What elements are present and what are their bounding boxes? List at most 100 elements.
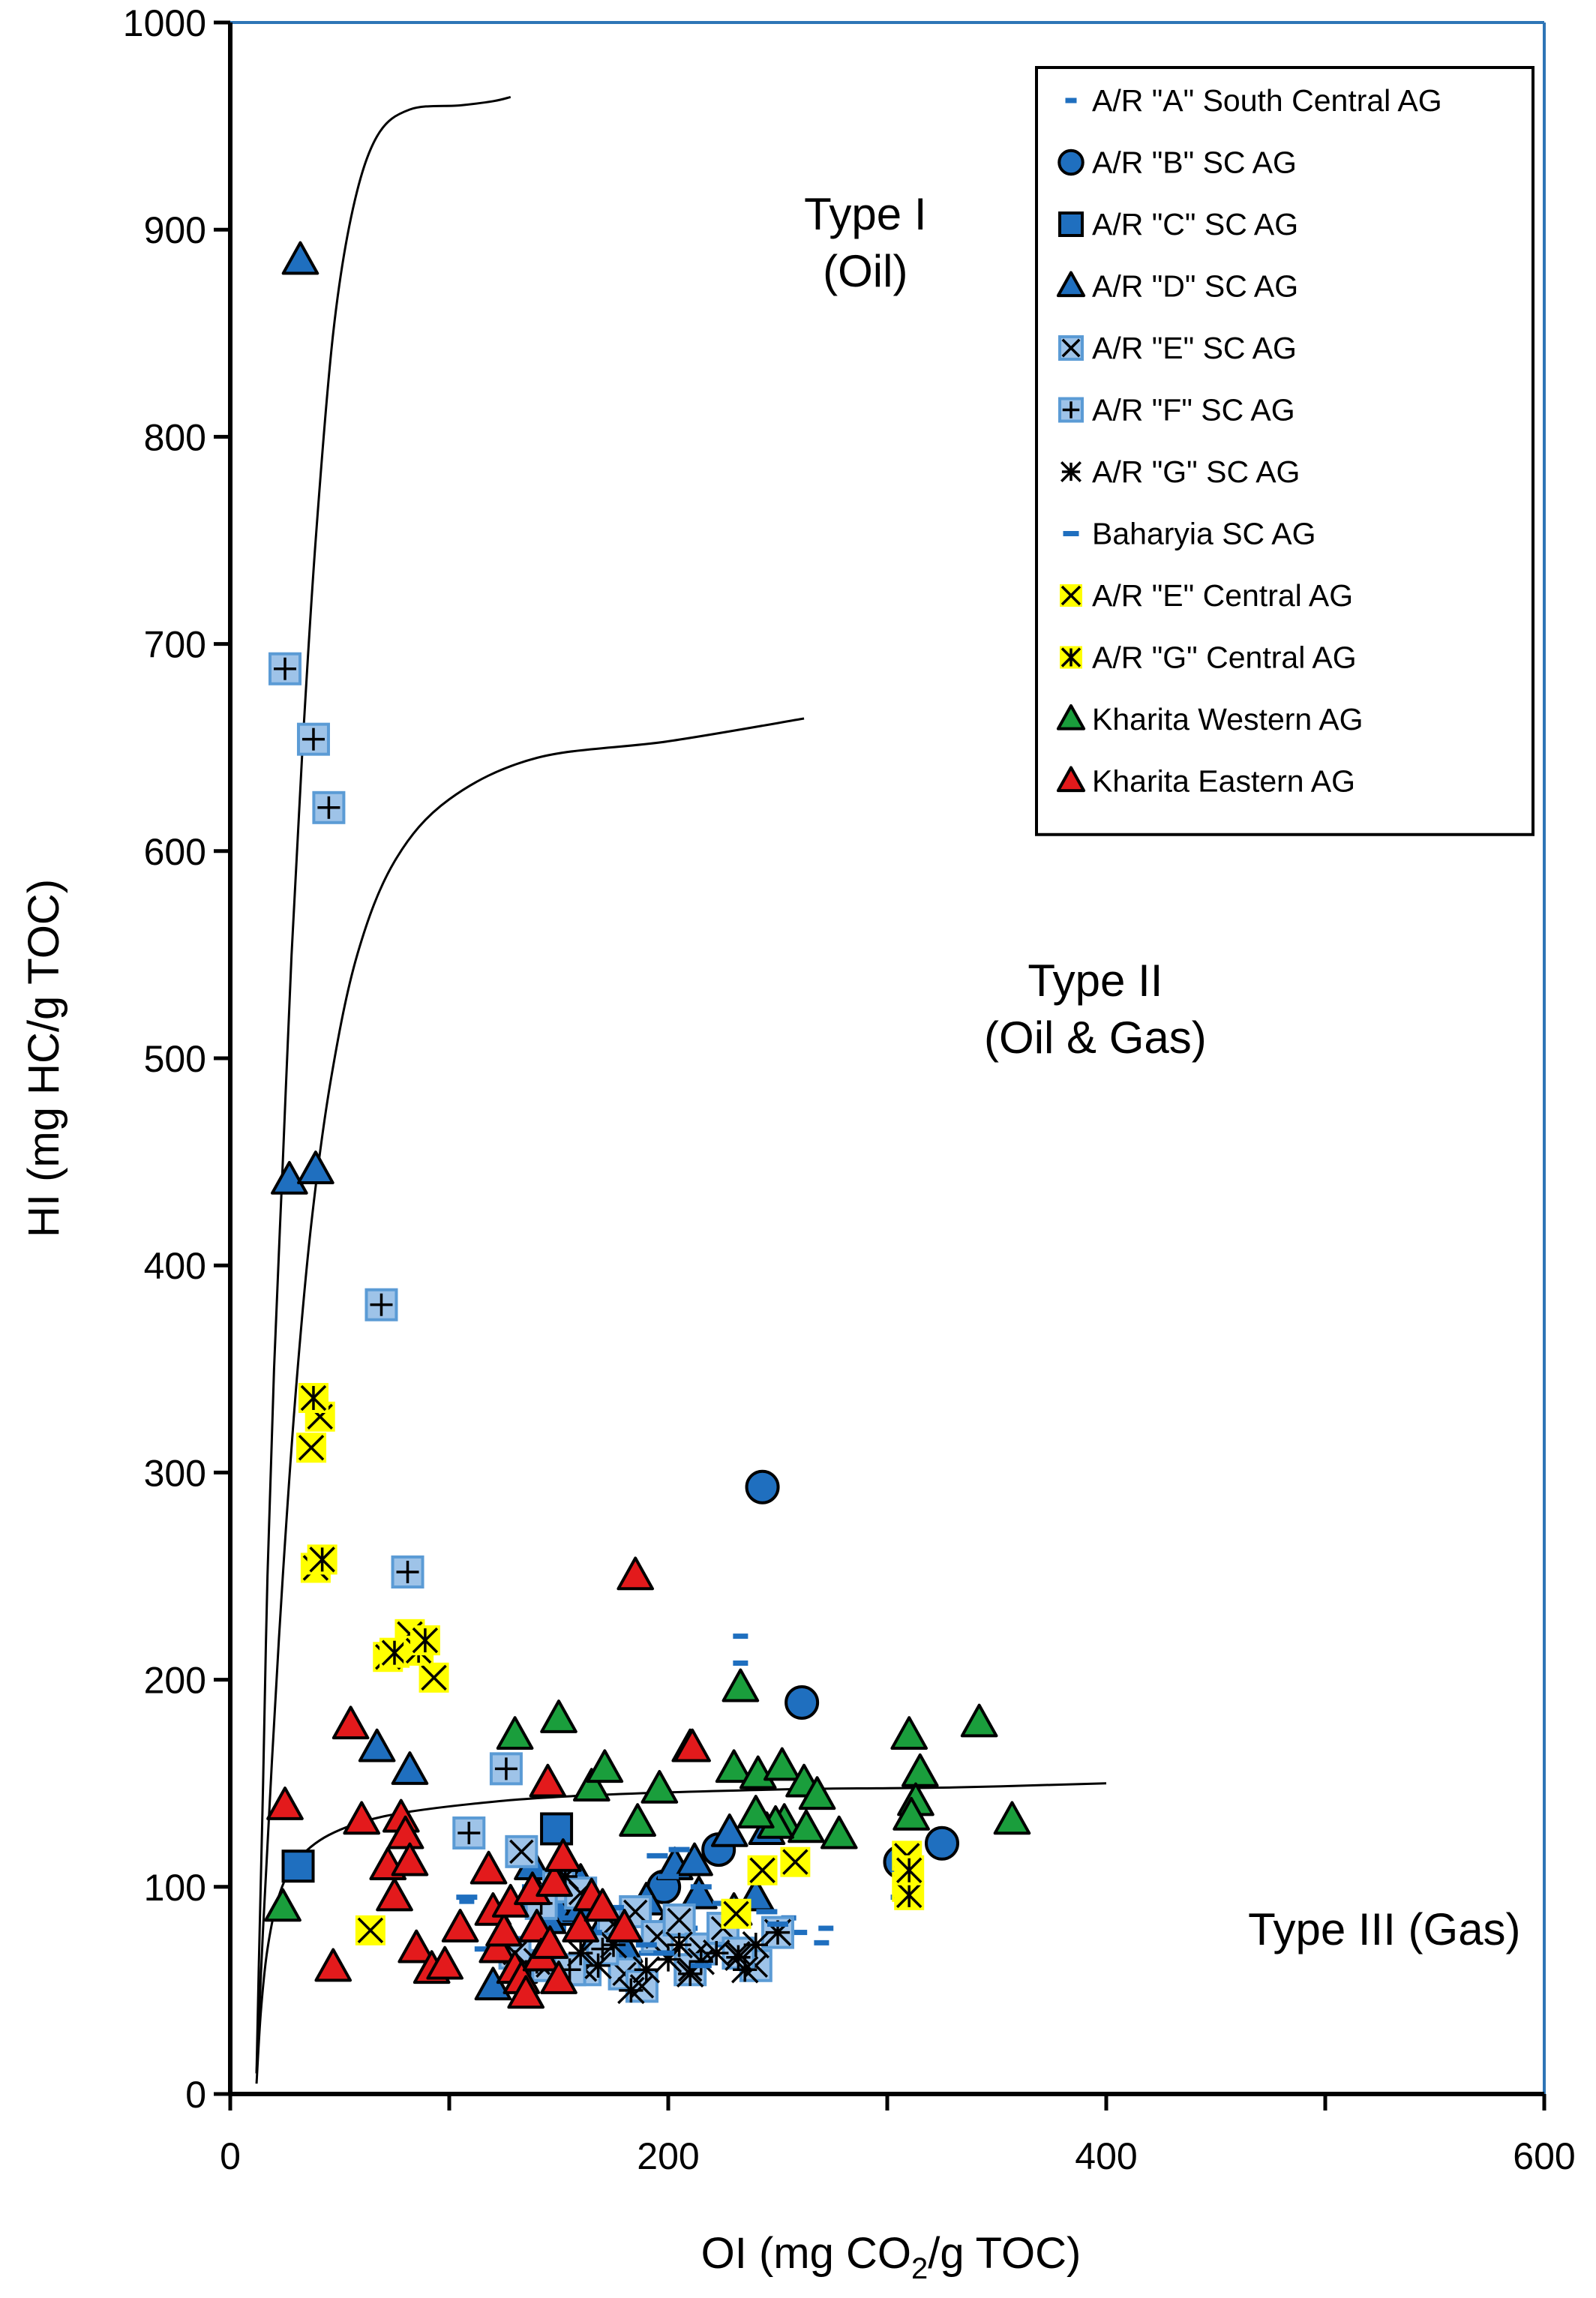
data-point [890, 1716, 928, 1750]
marker-shape [485, 1912, 523, 1947]
data-point [756, 1909, 778, 1915]
marker-shape [507, 1975, 544, 2009]
data-point [662, 1903, 696, 1936]
legend-marker-a-r-e-central-ag [1060, 584, 1082, 607]
data-point [654, 1946, 682, 1973]
marker-shape [756, 1909, 778, 1915]
data-point [441, 1909, 479, 1942]
marker-shape [540, 1700, 578, 1733]
y-tick-label: 0 [185, 2074, 206, 2116]
data-point [485, 1912, 523, 1947]
marker-shape [653, 1950, 675, 1956]
marker-shape [792, 1930, 808, 1936]
marker-shape [814, 1940, 830, 1946]
marker-shape [391, 1842, 429, 1876]
region-label-1: Type II (Oil & Gas) [984, 956, 1207, 1063]
data-point [540, 1700, 578, 1733]
region-label-0: Type I (Oil) [804, 189, 926, 296]
marker-stroke [667, 1907, 692, 1933]
data-point [264, 1888, 302, 1922]
data-point [733, 1634, 748, 1640]
marker-shape [925, 1826, 959, 1861]
data-point [358, 1728, 396, 1762]
legend-marker-kharita-western-ag [1056, 704, 1086, 730]
marker-stroke [298, 1435, 325, 1461]
data-point [798, 1776, 836, 1810]
marker-shape [715, 1749, 753, 1784]
data-point [566, 1939, 595, 1967]
data-point [640, 1769, 679, 1804]
region-label-line: Type III (Gas) [1248, 1904, 1520, 1954]
legend-marker-a-r-a-south-central-ag [1065, 98, 1077, 104]
marker-shape [710, 1813, 748, 1847]
data-point [733, 1660, 748, 1666]
data-point [820, 1815, 858, 1850]
data-point [266, 1786, 304, 1820]
data-point [398, 1929, 435, 1964]
marker-shape [788, 1809, 825, 1844]
y-tick-label: 600 [144, 831, 206, 873]
region-label-2: Type III (Gas) [1248, 1904, 1520, 1954]
data-point [617, 1976, 645, 2005]
marker-shape [638, 1950, 654, 1956]
marker-shape [398, 1929, 435, 1964]
series-kharita-western-ag [264, 1668, 1031, 1922]
legend: A/R "A" South Central AG A/R "B" SC AG A/R… [1035, 66, 1534, 836]
marker-stroke [749, 1857, 776, 1883]
marker-shape [470, 1850, 508, 1885]
data-point [902, 1753, 939, 1787]
data-point [456, 1894, 478, 1900]
marker-shape [536, 1863, 573, 1898]
marker-shape [297, 1150, 334, 1184]
data-point [391, 1751, 429, 1785]
marker-shape [1056, 271, 1086, 298]
legend-marker-a-r-g-sc-ag [1060, 461, 1082, 482]
data-point [745, 1469, 780, 1504]
marker-shape [1065, 98, 1077, 104]
marker-shape [1056, 704, 1086, 730]
marker-shape [1056, 766, 1086, 793]
legend-marker-a-r-g-central-ag [1060, 646, 1082, 669]
data-point [658, 1874, 679, 1880]
legend-label-a-r-e-sc-ag: A/R "E" SC AG [1092, 331, 1297, 365]
data-point [584, 1888, 622, 1922]
marker-shape [993, 1801, 1031, 1835]
type-ii-boundary [255, 717, 805, 2074]
data-point [507, 1975, 544, 2009]
marker-shape [733, 1660, 748, 1666]
marker-shape [733, 1634, 748, 1640]
legend-label-baharyia-sc-ag: Baharyia SC AG [1092, 517, 1316, 551]
marker-shape [640, 1769, 679, 1804]
legend-label-kharita-eastern-ag: Kharita Eastern AG [1092, 764, 1355, 799]
marker-shape [1058, 148, 1084, 176]
data-point [332, 1706, 370, 1740]
data-point [730, 1956, 759, 1984]
data-point [531, 1925, 569, 1959]
y-axis-title: HI (mg HC/g TOC) [20, 879, 68, 1238]
y-tick-label: 100 [144, 1867, 206, 1909]
x-axis-title: OI (mg CO2/g TOC) [701, 2229, 1082, 2285]
data-point [737, 1795, 775, 1828]
x-tick-label: 600 [1513, 2135, 1575, 2177]
marker-shape [605, 1909, 644, 1942]
marker-shape [690, 1963, 712, 1969]
marker-shape [459, 1898, 475, 1904]
data-point [721, 1898, 752, 1929]
data-point [364, 1288, 398, 1322]
legend-label-kharita-western-ag: Kharita Western AG [1092, 702, 1364, 736]
marker-stroke [1060, 585, 1082, 606]
axis-titles: OI (mg CO2/g TOC) HI (mg HC/g TOC) [20, 879, 1081, 2285]
data-point [710, 1813, 748, 1847]
marker-shape [496, 1716, 534, 1750]
region-label-line: Type II [1028, 956, 1162, 1006]
series-a-r-g-central-ag [298, 1382, 925, 1910]
data-point [540, 1960, 578, 1994]
data-point [674, 1728, 711, 1762]
y-tick-label: 200 [144, 1660, 206, 1702]
series-kharita-eastern-ag [266, 1556, 711, 2009]
y-tick-label: 900 [144, 209, 206, 251]
data-point [559, 1915, 580, 1921]
legend-marker-a-r-c-sc-ag [1058, 212, 1084, 237]
data-point [724, 1943, 752, 1971]
legend-label-a-r-g-central-ag: A/R "G" Central AG [1092, 640, 1357, 675]
